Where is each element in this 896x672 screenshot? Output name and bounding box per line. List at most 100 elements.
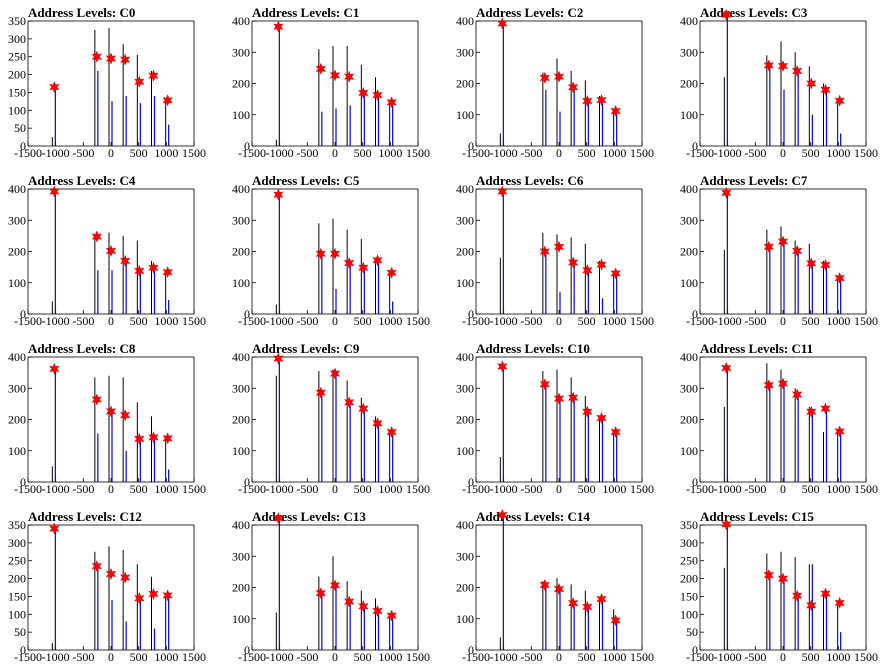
chart-plot: 0 50 100 150 200 250 300 350 -1500 -1000 -500 0 500 1…: [8, 518, 206, 664]
star-marker: [777, 572, 789, 585]
chart-panel: Address Levels: C12 0 50 100 150 200 250 300 350…: [0, 504, 224, 672]
chart-title: Address Levels: C8: [28, 341, 136, 356]
x-tick-label: 500: [130, 650, 148, 664]
x-tick-label: -1000: [42, 314, 70, 328]
y-tick-label: 0: [244, 475, 250, 489]
x-tick-label: -500: [744, 482, 766, 496]
chart-title: Address Levels: C2: [476, 5, 584, 20]
y-tick-label: 400: [680, 182, 698, 196]
x-tick-label: 1000: [602, 146, 626, 160]
star-marker: [596, 593, 607, 606]
star-marker: [315, 386, 327, 399]
star-marker: [372, 604, 383, 617]
star-marker: [372, 89, 383, 102]
x-tick-label: -1000: [490, 146, 518, 160]
x-tick-label: -1500: [462, 650, 490, 664]
y-tick-label: 0: [20, 139, 26, 153]
star-marker: [134, 264, 145, 277]
y-tick-label: 100: [456, 276, 474, 290]
star-marker: [553, 392, 565, 405]
x-tick-label: 500: [354, 146, 372, 160]
y-tick-label: 200: [8, 572, 26, 586]
star-marker: [273, 188, 284, 201]
y-tick-label: 300: [680, 381, 698, 395]
chart-panel: Address Levels: C9 0 100 200 300 400 -1500 -100…: [224, 336, 448, 504]
star-marker: [372, 254, 383, 267]
x-tick-label: 1500: [630, 650, 654, 664]
x-tick-label: -1000: [42, 482, 70, 496]
star-marker: [105, 567, 117, 580]
star-marker: [329, 367, 341, 380]
y-tick-label: 400: [232, 350, 250, 364]
y-tick-label: 0: [244, 307, 250, 321]
y-tick-label: 300: [8, 213, 26, 227]
star-marker: [134, 75, 145, 88]
star-marker: [834, 425, 845, 438]
star-marker: [806, 599, 817, 612]
y-tick-label: 100: [680, 108, 698, 122]
star-marker: [567, 597, 579, 610]
y-tick-label: 400: [456, 518, 474, 532]
x-tick-label: 1500: [406, 146, 430, 160]
y-tick-label: 100: [232, 108, 250, 122]
x-tick-label: -1000: [42, 146, 70, 160]
y-tick-label: 300: [8, 381, 26, 395]
x-tick-label: 500: [578, 482, 596, 496]
chart-panel: Address Levels: C7 0 100 200 300 400 -1500 -100…: [672, 168, 896, 336]
star-marker: [791, 589, 803, 602]
star-marker: [91, 393, 103, 406]
x-tick-label: -500: [296, 314, 318, 328]
chart-plot: 0 100 200 300 400 -1500 -1000 -500 0 500 1000 1500: [232, 512, 430, 664]
x-tick-label: -1500: [462, 146, 490, 160]
x-tick-label: 1500: [630, 146, 654, 160]
star-marker: [834, 596, 845, 609]
star-marker: [315, 247, 327, 260]
y-tick-label: 200: [456, 413, 474, 427]
y-tick-label: 400: [232, 518, 250, 532]
x-tick-label: 1500: [182, 146, 206, 160]
star-marker: [91, 50, 103, 63]
star-marker: [119, 53, 131, 66]
x-tick-label: -1000: [714, 146, 742, 160]
star-marker: [273, 352, 284, 365]
x-tick-label: 1500: [182, 314, 206, 328]
y-tick-label: 200: [456, 245, 474, 259]
x-tick-label: 1000: [154, 146, 178, 160]
star-marker: [49, 185, 60, 198]
star-marker: [806, 77, 817, 90]
y-tick-label: 300: [680, 213, 698, 227]
y-tick-label: 0: [468, 643, 474, 657]
x-tick-label: -500: [296, 146, 318, 160]
y-tick-label: 200: [232, 413, 250, 427]
chart-title: Address Levels: C6: [476, 173, 584, 188]
chart-panel: Address Levels: C15 0 50 100 150 200 250 300 350…: [672, 504, 896, 672]
star-marker: [358, 402, 369, 415]
y-tick-label: 0: [692, 475, 698, 489]
star-marker: [539, 245, 551, 258]
star-marker: [105, 244, 117, 257]
y-tick-label: 100: [8, 607, 26, 621]
chart-plot: 0 100 200 300 400 -1500 -1000 -500 0 500 1000 1500: [8, 182, 206, 328]
star-marker: [539, 578, 551, 592]
y-tick-label: 0: [692, 643, 698, 657]
x-tick-label: 0: [108, 314, 114, 328]
chart-title: Address Levels: C0: [28, 5, 136, 20]
x-tick-label: -1000: [490, 482, 518, 496]
chart-panel: Address Levels: C14 0 100 200 300 400 -1500 -10…: [448, 504, 672, 672]
x-tick-label: 1000: [154, 482, 178, 496]
x-tick-label: 0: [332, 482, 338, 496]
y-tick-label: 400: [680, 350, 698, 364]
y-tick-label: 100: [680, 276, 698, 290]
y-tick-label: 100: [680, 444, 698, 458]
star-marker: [329, 579, 341, 592]
chart-plot: 0 100 200 300 400 -1500 -1000 -500 0 500 1000 1500: [8, 350, 206, 496]
y-tick-label: 300: [8, 32, 26, 46]
star-marker: [721, 8, 732, 21]
x-tick-label: -500: [296, 650, 318, 664]
x-tick-label: -500: [744, 146, 766, 160]
chart-plot: 0 100 200 300 400 -1500 -1000 -500 0 500 1000 1500: [456, 182, 654, 328]
x-tick-label: -500: [72, 482, 94, 496]
x-tick-label: 500: [354, 482, 372, 496]
y-tick-label: 250: [680, 554, 698, 568]
chart-title: Address Levels: C7: [700, 173, 808, 188]
